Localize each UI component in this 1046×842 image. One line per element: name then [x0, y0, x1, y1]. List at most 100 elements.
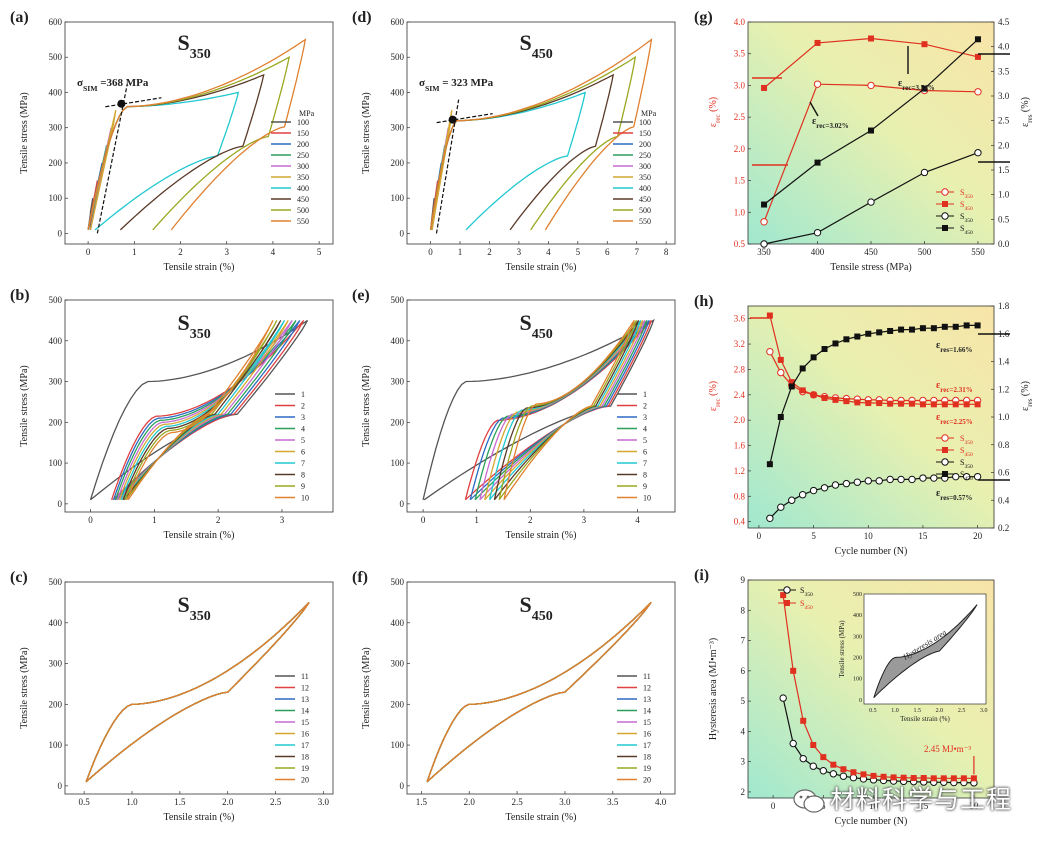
panel-c: 0.5 1.0 1.5 2.0 2.5 3.0 0 100 200 300 400 500 Tensil…: [10, 568, 345, 836]
chart-i: 0510152023456789Cycle number (N)Hysteres…: [694, 567, 995, 827]
legend-label: 1: [301, 390, 305, 399]
panel-label: (d): [352, 9, 372, 26]
data-point: [788, 383, 795, 390]
data-point: [843, 398, 850, 405]
annotation-res-450: εres=1.66%: [936, 340, 972, 354]
data-point: [783, 586, 791, 594]
x-tick-label: 0: [421, 515, 426, 525]
cycle-line-16: [426, 601, 652, 783]
x-tick-label: 5: [811, 531, 816, 541]
panel-b: 0 1 2 3 0 100 200 300 400 500 Tensile strain (%) Te…: [10, 286, 345, 558]
legend-label: S450: [960, 446, 973, 458]
data-point: [962, 472, 971, 481]
y-right-tick-label: 2.5: [998, 116, 1010, 126]
data-point: [799, 754, 807, 763]
x-tick-label: 0: [757, 531, 762, 541]
legend-label: 4: [643, 425, 647, 434]
legend-label: 15: [301, 718, 309, 727]
x-tick-label: 4: [546, 247, 551, 257]
legend-label: S450: [960, 200, 973, 212]
y-tick-label: 100: [391, 458, 405, 468]
data-point: [799, 387, 806, 394]
data-point: [840, 766, 847, 773]
data-point: [766, 312, 773, 319]
panel-e: 0 1 2 3 4 0 100 200 300 400 500 Tensile strain (%) T…: [352, 286, 687, 558]
y-right-tick-label: 4.5: [998, 17, 1010, 27]
cycle-line-15: [85, 601, 310, 783]
legend-label: 11: [643, 672, 651, 681]
legend-label: S350: [960, 458, 973, 470]
x-tick-label: 7: [634, 247, 639, 257]
data-point: [898, 400, 905, 407]
data-point: [809, 762, 817, 770]
y-tick-label: 3.0: [734, 80, 746, 90]
panel-g: 350 400 450 500 550 0.5 1.0 1.5 2.0 2.5 3.0 3.5 4.0 0…: [694, 8, 1039, 280]
cycle-line-16: [85, 601, 310, 783]
y-left-axis-title: εrec (%): [708, 381, 722, 411]
panel-title: S350: [178, 592, 211, 624]
cycle-line-8: [493, 320, 640, 501]
y-tick-label: 200: [49, 417, 63, 427]
x-axis-title: Tensile strain (%): [506, 262, 577, 273]
data-point: [941, 212, 949, 220]
legend-label: 450: [639, 195, 651, 204]
x-tick-label: 3: [582, 515, 587, 525]
legend-label: 150: [297, 129, 309, 138]
data-point: [930, 401, 937, 408]
y-tick-label: 500: [391, 295, 405, 305]
y-tick-label: 1.6: [734, 441, 746, 451]
data-point: [942, 447, 948, 453]
data-point: [908, 475, 916, 484]
x-axis-title: Tensile strain (%): [506, 812, 577, 823]
data-point: [974, 322, 981, 329]
cycle-line-20: [426, 601, 652, 783]
cycle-line-1: [89, 319, 309, 501]
x-tick-label: 1.0: [126, 797, 138, 807]
x-tick-label: 450: [864, 247, 878, 257]
data-point: [870, 772, 877, 779]
y-tick-label: 400: [391, 336, 405, 346]
data-point: [761, 201, 768, 208]
inset-x-tick-label: 0.5: [869, 708, 877, 714]
cycle-line-7: [488, 320, 642, 501]
x-tick-label: 6: [605, 247, 610, 257]
chart-c: 0.5 1.0 1.5 2.0 2.5 3.0 0 100 200 300 400 500 Tensil…: [10, 569, 334, 823]
panel-i: 0510152023456789Cycle number (N)Hysteres…: [694, 566, 1039, 836]
y-right-tick-label: 3.5: [998, 66, 1010, 76]
data-point: [839, 772, 848, 780]
y-right-tick-label: 1.0: [998, 412, 1010, 422]
data-point: [777, 503, 785, 511]
y-right-tick-label: 4.0: [998, 42, 1010, 52]
x-axis-title: Tensile strain (%): [164, 812, 235, 823]
inset-y-tick-label: 500: [853, 592, 862, 598]
annotation-rec-400: εrec=3.02%: [812, 116, 849, 130]
data-point: [920, 775, 927, 782]
x-tick-label: 3: [517, 247, 522, 257]
panel-title: S450: [520, 310, 553, 342]
legend-label: S450: [960, 224, 973, 236]
x-tick-label: 0.5: [79, 797, 91, 807]
y-tick-label: 100: [49, 458, 63, 468]
y-tick-label: 0: [400, 499, 405, 509]
data-point: [876, 329, 883, 336]
y-right-tick-label: 2.0: [998, 140, 1010, 150]
data-point: [920, 168, 929, 177]
legend-label: 16: [301, 730, 309, 739]
y-axis-title: Tensile stress (MPa): [361, 365, 372, 447]
legend-label: S350: [960, 188, 973, 200]
x-axis-title: Cycle number (N): [835, 816, 908, 827]
x-tick-label: 20: [973, 531, 983, 541]
cycle-line-19: [85, 601, 310, 783]
x-axis-title: Tensile stress (MPa): [830, 262, 912, 273]
x-tick-label: 1: [474, 515, 479, 525]
y-tick-label: 100: [49, 193, 63, 203]
panel-f: 1.5 2.0 2.5 3.0 3.5 4.0 0 100 200 300 400 500 Tensil…: [352, 568, 687, 836]
legend-label: 4: [301, 425, 305, 434]
data-point: [813, 80, 822, 88]
data-point: [777, 414, 784, 420]
y-right-tick-label: 1.5: [998, 165, 1010, 175]
data-point: [941, 401, 948, 408]
cycle-line-12: [426, 601, 652, 783]
data-point: [974, 36, 981, 43]
inset-y-tick-label: 300: [853, 634, 862, 640]
